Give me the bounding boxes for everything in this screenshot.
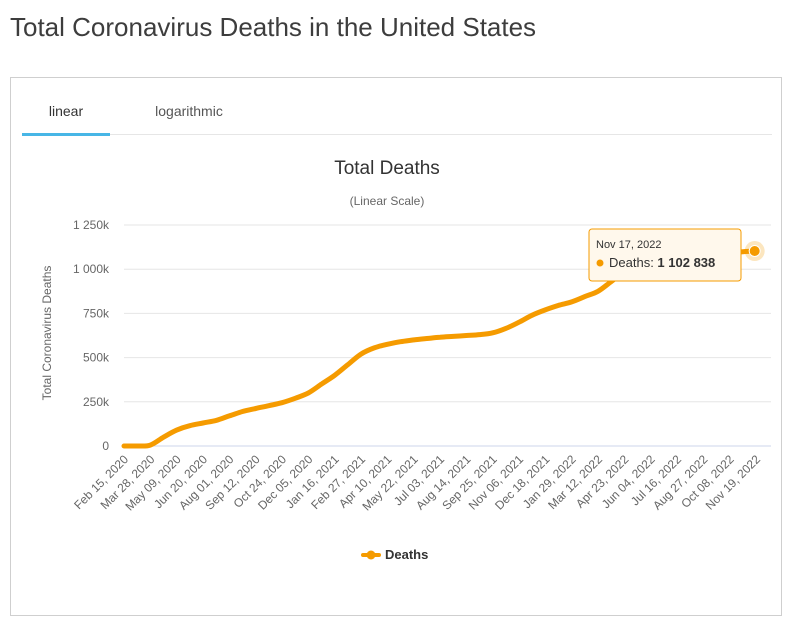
tooltip-box	[588, 228, 742, 282]
chart-panel: linear logarithmic Total Deaths (Linear …	[10, 77, 782, 616]
legend[interactable]: Deaths	[361, 547, 428, 562]
chart-subtitle: (Linear Scale)	[350, 194, 425, 208]
y-tick-label: 250k	[83, 395, 110, 409]
legend-marker-icon	[366, 550, 376, 560]
chart-title: Total Deaths	[334, 158, 440, 179]
y-tick-label: 1 000k	[73, 262, 110, 276]
scale-tabs: linear logarithmic	[22, 96, 772, 136]
legend-item-deaths: Deaths	[385, 547, 428, 562]
y-axis-ticks: 0 250k 500k 750k 1 000k 1 250k	[73, 218, 110, 453]
tooltip-date: Nov 17, 2022	[596, 239, 661, 251]
data-point-last	[748, 245, 761, 258]
tooltip-marker	[596, 259, 604, 267]
y-tick-label: 750k	[83, 306, 110, 320]
y-axis-title: Total Coronavirus Deaths	[40, 266, 54, 401]
tab-logarithmic[interactable]: logarithmic	[155, 103, 223, 119]
tooltip: Nov 17, 2022 Deaths: 1 102 838	[588, 228, 742, 282]
tooltip-value: Deaths: 1 102 838	[609, 255, 715, 270]
page-title: Total Coronavirus Deaths in the United S…	[10, 12, 537, 42]
tooltip-label: Deaths:	[609, 255, 657, 270]
tooltip-number: 1 102 838	[657, 255, 715, 270]
y-tick-label: 0	[102, 439, 109, 453]
tab-linear[interactable]: linear	[22, 96, 110, 136]
y-tick-label: 1 250k	[73, 218, 110, 232]
deaths-chart: Total Deaths (Linear Scale) Total Corona…	[40, 158, 771, 562]
y-tick-label: 500k	[83, 351, 110, 365]
